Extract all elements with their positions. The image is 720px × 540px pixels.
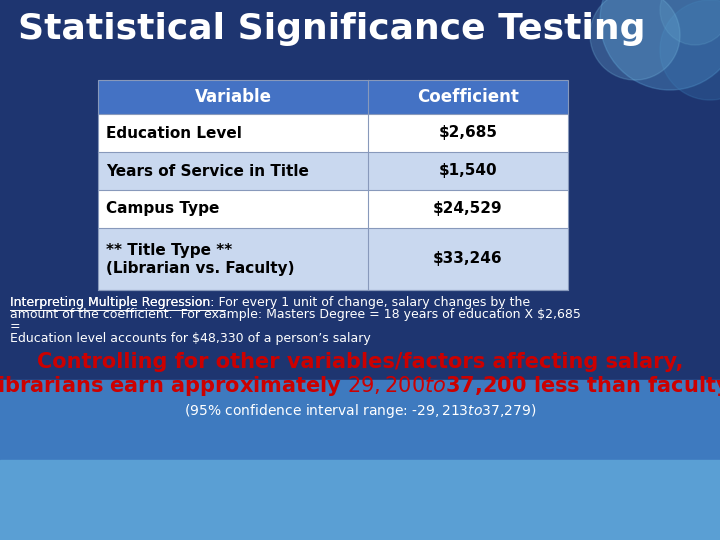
Text: Coefficient: Coefficient bbox=[417, 88, 519, 106]
Circle shape bbox=[600, 0, 720, 90]
Text: Years of Service in Title: Years of Service in Title bbox=[106, 164, 309, 179]
Bar bbox=[368, 114, 568, 152]
Bar bbox=[368, 80, 568, 114]
Text: Interpreting Multiple Regression: For every 1 unit of change, salary changes by : Interpreting Multiple Regression: For ev… bbox=[10, 296, 530, 309]
Text: librarians earn approximately $29,200 to $37,200 less than faculty: librarians earn approximately $29,200 to… bbox=[0, 374, 720, 398]
Text: Statistical Significance Testing: Statistical Significance Testing bbox=[18, 12, 646, 46]
Text: (95% confidence interval range: -$29,213 to $37,279): (95% confidence interval range: -$29,213… bbox=[184, 402, 536, 420]
Bar bbox=[98, 80, 368, 114]
Text: (Librarian vs. Faculty): (Librarian vs. Faculty) bbox=[106, 260, 294, 275]
Circle shape bbox=[590, 0, 680, 80]
Text: Education Level: Education Level bbox=[106, 125, 242, 140]
Text: Controlling for other variables/factors affecting salary,: Controlling for other variables/factors … bbox=[37, 352, 683, 372]
Text: $1,540: $1,540 bbox=[438, 164, 498, 179]
Text: =: = bbox=[10, 320, 21, 333]
Text: amount of the coefficient.  For example: Masters Degree = 18 years of education : amount of the coefficient. For example: … bbox=[10, 308, 581, 321]
Text: $24,529: $24,529 bbox=[433, 201, 503, 217]
Circle shape bbox=[660, 0, 720, 100]
Text: $2,685: $2,685 bbox=[438, 125, 498, 140]
Text: $33,246: $33,246 bbox=[433, 252, 503, 267]
Bar bbox=[368, 190, 568, 228]
Bar bbox=[98, 190, 368, 228]
Text: Interpreting Multiple Regression:: Interpreting Multiple Regression: bbox=[10, 296, 215, 309]
Text: Education level accounts for $48,330 of a person’s salary: Education level accounts for $48,330 of … bbox=[10, 332, 371, 345]
Bar bbox=[0, 380, 720, 540]
Circle shape bbox=[660, 0, 720, 45]
Bar bbox=[98, 80, 568, 290]
Bar bbox=[368, 152, 568, 190]
Bar bbox=[98, 114, 368, 152]
Bar bbox=[98, 228, 368, 290]
Bar bbox=[0, 460, 720, 540]
Text: Variable: Variable bbox=[194, 88, 271, 106]
Text: Campus Type: Campus Type bbox=[106, 201, 220, 217]
Bar bbox=[368, 228, 568, 290]
Text: ** Title Type **: ** Title Type ** bbox=[106, 242, 233, 258]
Bar bbox=[98, 152, 368, 190]
